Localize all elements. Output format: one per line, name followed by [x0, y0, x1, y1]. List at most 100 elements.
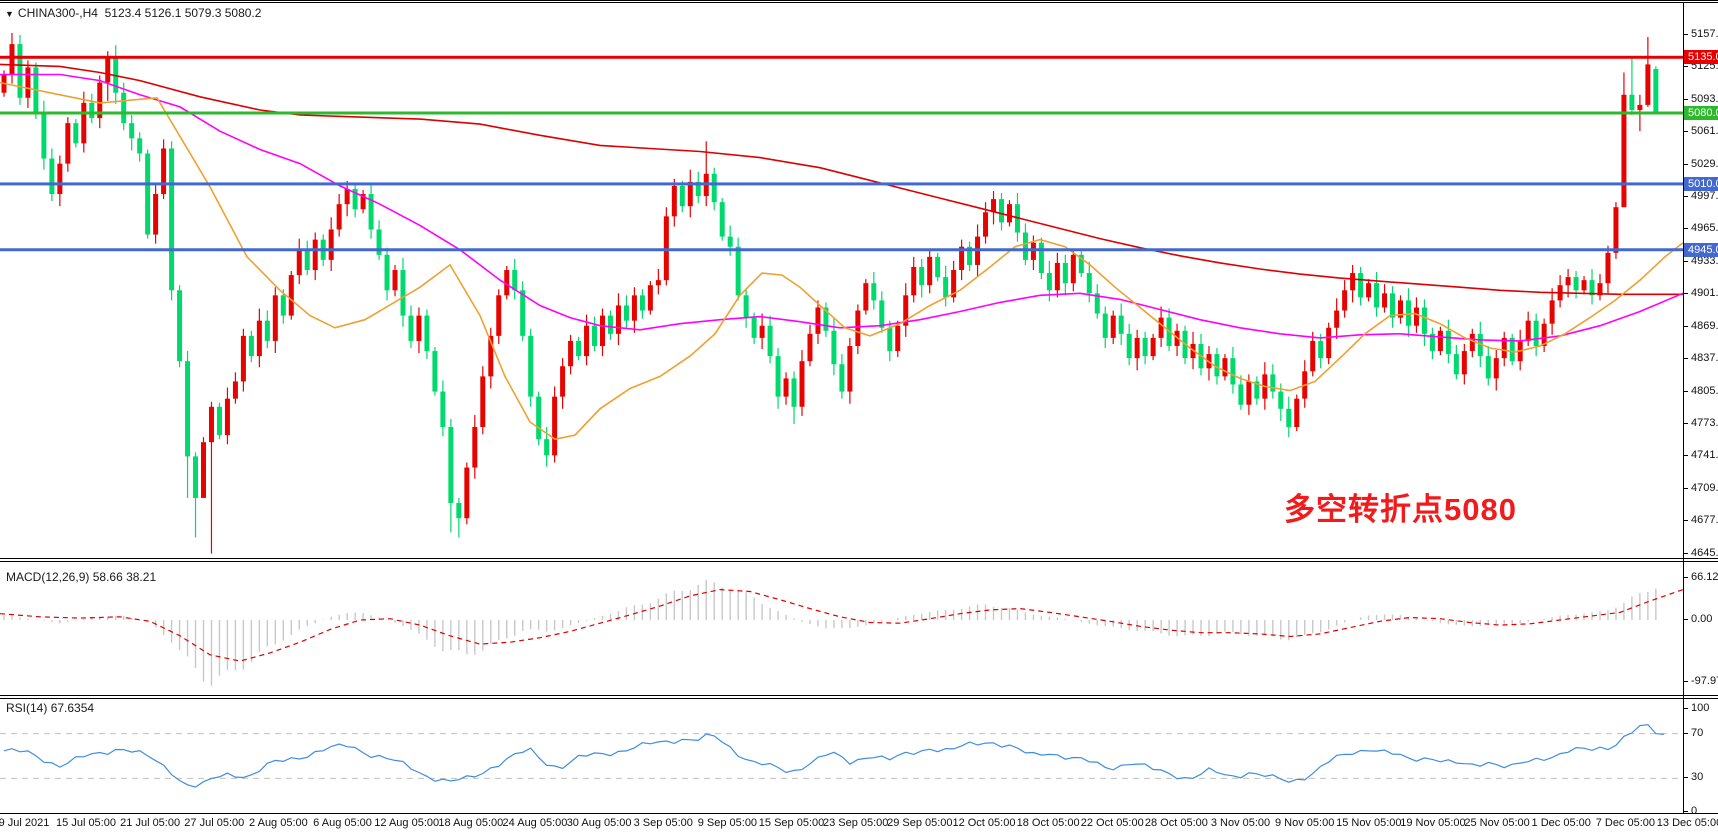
chevron-down-icon[interactable]: ▼	[5, 9, 14, 19]
price-tick-label: -97.97	[1691, 675, 1718, 687]
time-tick-label: 3 Sep 05:00	[633, 817, 693, 829]
price-tick-label: 4645.0	[1691, 546, 1718, 559]
price-tick-label: 30	[1691, 771, 1704, 784]
time-tick-label: 19 Nov 05:00	[1400, 817, 1466, 829]
axis-tick-mark	[1683, 390, 1688, 392]
axis-tick-mark	[1683, 777, 1688, 779]
time-tick-label: 21 Jul 05:00	[120, 817, 181, 829]
time-tick-label: 24 Aug 05:00	[502, 817, 568, 829]
annotation-text: 多空转折点5080	[1284, 492, 1517, 527]
time-tick-label: 15 Nov 05:00	[1336, 817, 1402, 829]
rsi-label: RSI(14) 67.6354	[6, 701, 95, 715]
price-tick-label: 100	[1691, 702, 1710, 714]
chart-title: ▼ CHINA300-,H4 5123.4 5126.1 5079.3 5080.…	[5, 6, 261, 20]
price-line-badge: 5135.0	[1684, 50, 1718, 65]
price-tick-label: 0	[1691, 805, 1698, 817]
time-tick-label: 27 Jul 05:00	[184, 817, 245, 829]
price-axis-border	[1683, 2, 1684, 813]
time-tick-label: 28 Oct 05:00	[1144, 817, 1208, 829]
axis-tick-mark	[1683, 708, 1688, 709]
price-line-badge: 5080.0	[1684, 106, 1718, 120]
level-line-4945[interactable]	[0, 248, 1683, 252]
time-tick-label: 13 Dec 05:00	[1656, 817, 1718, 829]
time-tick-label: 30 Aug 05:00	[566, 817, 632, 829]
price-tick-label: 5061.0	[1691, 125, 1718, 138]
pane-separator[interactable]	[0, 558, 1718, 562]
symbol-period: CHINA300-,H4	[17, 6, 98, 20]
axis-tick-mark	[1683, 619, 1688, 620]
time-tick-label: 9 Sep 05:00	[697, 817, 758, 829]
time-tick-label: 7 Dec 05:00	[1595, 817, 1656, 829]
price-tick-label: 5157.0	[1691, 27, 1718, 40]
price-tick-label: 4965.0	[1691, 222, 1718, 235]
time-tick-label: 18 Oct 05:00	[1016, 817, 1080, 829]
axis-tick-mark	[1683, 358, 1688, 360]
window-top-border	[0, 0, 1718, 1]
time-tick-label: 25 Nov 05:00	[1464, 817, 1530, 829]
macd-label: MACD(12,26,9) 58.66 38.21	[6, 570, 157, 584]
axis-tick-mark	[1683, 681, 1688, 682]
price-tick-label: 66.12	[1691, 571, 1718, 584]
price-tick-label: 70	[1691, 726, 1704, 739]
time-tick-label: 18 Aug 05:00	[438, 817, 504, 829]
time-tick-label: 15 Jul 05:00	[56, 817, 116, 829]
axis-tick-mark	[1683, 293, 1688, 295]
price-tick-label: 4741.0	[1691, 449, 1718, 462]
axis-tick-mark	[1683, 811, 1688, 812]
time-tick-label: 6 Aug 05:00	[313, 817, 372, 829]
time-tick-label: 23 Sep 05:00	[822, 817, 889, 829]
axis-tick-mark	[1683, 577, 1688, 579]
rsi-line	[3, 724, 1664, 788]
time-tick-label: 15 Sep 05:00	[758, 817, 825, 829]
price-tick-label: 0.00	[1691, 613, 1713, 625]
axis-tick-mark	[1683, 98, 1688, 100]
axis-tick-mark	[1683, 520, 1688, 522]
chart-canvas[interactable]	[0, 0, 1683, 813]
time-tick-label: 9 Jul 2021	[0, 817, 50, 829]
price-tick-label: 4997.0	[1691, 190, 1718, 203]
macd-histogram	[3, 579, 1657, 686]
time-tick-label: 29 Sep 05:00	[887, 817, 953, 829]
price-tick-label: 4837.0	[1691, 352, 1718, 365]
axis-tick-mark	[1683, 422, 1688, 424]
axis-tick-mark	[1683, 552, 1688, 554]
time-tick-label: 22 Oct 05:00	[1080, 817, 1144, 829]
candles	[1, 32, 1659, 554]
window-top-border-inner	[0, 2, 1718, 3]
axis-tick-mark	[1683, 228, 1688, 230]
ma-fast-line	[0, 81, 1683, 441]
level-line-5135[interactable]	[0, 55, 1683, 59]
price-tick-label: 4677.0	[1691, 514, 1718, 527]
axis-tick-mark	[1683, 163, 1688, 165]
level-line-5010[interactable]	[0, 182, 1683, 186]
axis-tick-mark	[1683, 66, 1688, 68]
axis-tick-mark	[1683, 260, 1688, 262]
time-tick-label: 2 Aug 05:00	[249, 817, 308, 829]
level-line-5080[interactable]	[0, 111, 1683, 115]
price-tick-label: 5093.0	[1691, 92, 1718, 105]
price-tick-label: 4901.0	[1691, 287, 1718, 300]
ohlc-values: 5123.4 5126.1 5079.3 5080.2	[104, 6, 262, 20]
price-tick-label: 4869.0	[1691, 319, 1718, 332]
price-line-badge: 5010.0	[1684, 176, 1718, 191]
price-tick-label: 4709.0	[1691, 481, 1718, 494]
ma-mid-line	[0, 73, 1683, 342]
axis-tick-mark	[1683, 33, 1688, 35]
time-axis-border	[0, 813, 1718, 814]
axis-tick-mark	[1683, 131, 1688, 133]
price-tick-label: 4805.0	[1691, 384, 1718, 397]
time-tick-label: 3 Nov 05:00	[1210, 817, 1271, 829]
price-tick-label: 4773.0	[1691, 416, 1718, 429]
axis-tick-mark	[1683, 455, 1688, 457]
time-tick-label: 12 Oct 05:00	[952, 817, 1016, 829]
time-tick-label: 12 Aug 05:00	[374, 817, 440, 829]
axis-tick-mark	[1683, 196, 1688, 198]
axis-tick-mark	[1683, 732, 1688, 734]
pane-separator[interactable]	[0, 695, 1718, 699]
price-tick-label: 4933.0	[1691, 254, 1718, 267]
macd-signal-line	[0, 588, 1683, 662]
ma-slow-line	[0, 63, 1683, 296]
time-tick-label: 1 Dec 05:00	[1531, 817, 1591, 829]
axis-tick-mark	[1683, 325, 1688, 327]
